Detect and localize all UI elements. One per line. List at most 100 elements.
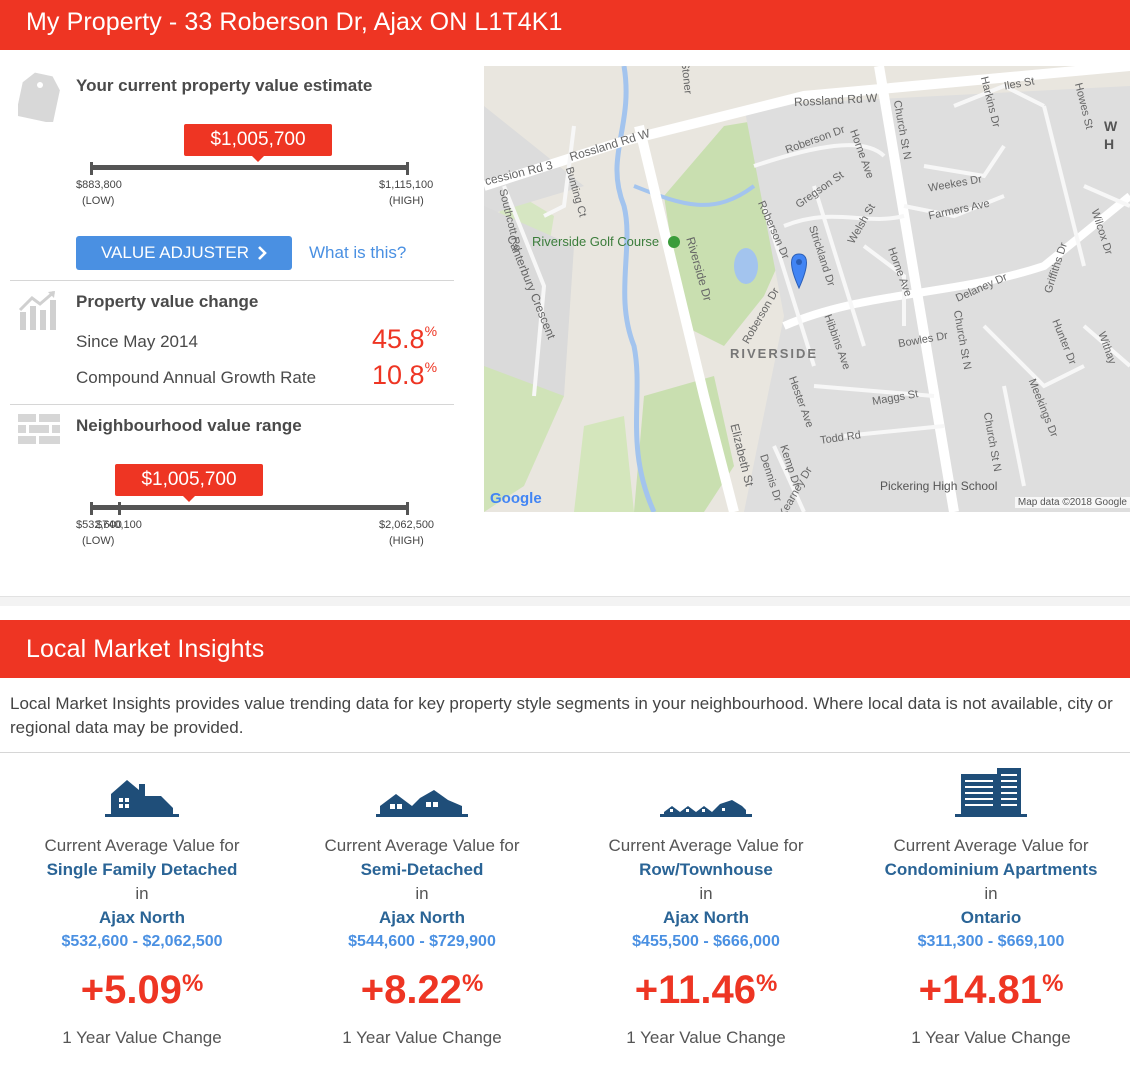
map-label: Roberson Dr [740, 285, 782, 347]
estimate-range-bar [90, 165, 408, 170]
brick-wall-icon [18, 414, 60, 444]
neighbourhood-mid-value: $740,100 [96, 519, 142, 531]
map-label: Canterbury Crescent [504, 233, 559, 341]
divider [0, 752, 1130, 753]
estimate-range-high-tick [406, 162, 409, 175]
insight-prefix: Current Average Value for [893, 836, 1089, 855]
price-tag-icon [18, 72, 60, 122]
insight-range: $455,500 - $666,000 [632, 933, 780, 950]
map-label: RIVERSIDE [730, 346, 819, 361]
chevron-right-icon [258, 246, 267, 260]
neighbourhood-heading: Neighbourhood value range [76, 416, 302, 435]
map-label: Pickering High School [880, 479, 998, 493]
map-attribution[interactable]: Map data ©2018 Google [1014, 497, 1130, 508]
value-adjuster-button[interactable]: VALUE ADJUSTER [76, 236, 292, 270]
cagr-value: 10.8% [372, 359, 438, 390]
insight-change: +5.09% [80, 968, 204, 1012]
since-label: Since May 2014 [76, 332, 198, 351]
map-label: Delaney Dr [953, 271, 1010, 305]
insight-range: $532,600 - $2,062,500 [61, 933, 223, 950]
map-label: Farmers Ave [927, 197, 991, 223]
insight-segment: Condominium Apartments [884, 860, 1098, 879]
estimate-high-value: $1,115,100 [379, 179, 434, 191]
growth-chart-icon [18, 290, 56, 330]
insight-location: Ajax North [99, 908, 185, 927]
insight-location: Ajax North [663, 908, 749, 927]
google-logo[interactable]: Google [490, 490, 542, 507]
map-label: Meekings Dr [1025, 377, 1061, 439]
map-label: Hunter Dr [1049, 317, 1079, 367]
insight-prefix: Current Average Value for [44, 836, 240, 855]
map-label: Bowles Dr [897, 329, 949, 351]
insight-segment: Single Family Detached [46, 860, 238, 879]
insight-card-single-family: Current Average Value for Single Family … [0, 766, 284, 1048]
map-label: Maggs St [871, 388, 920, 408]
map-label: Riverside Golf Course [532, 234, 660, 249]
insight-in: in [415, 884, 429, 903]
since-value: 45.8% [372, 323, 438, 354]
map-label: cession Rd 3 [484, 157, 555, 189]
insight-change: +11.46% [634, 968, 778, 1012]
map-label: Church St N [980, 411, 1004, 473]
neighbourhood-low-tick [90, 502, 93, 515]
map-label: Griffiths Dr [1042, 241, 1070, 295]
insight-caption: 1 Year Value Change [342, 1028, 502, 1047]
cagr-label: Compound Annual Growth Rate [76, 368, 317, 387]
estimate-range-low-tick [90, 162, 93, 175]
insight-prefix: Current Average Value for [324, 836, 520, 855]
map-label: Weekes Dr [927, 173, 983, 195]
insight-location: Ontario [960, 908, 1022, 927]
insights-intro: Local Market Insights provides value tre… [10, 694, 1113, 737]
map-label: Church St N [890, 99, 914, 161]
map-label: Horne Ave [885, 245, 914, 299]
condo-building-icon [955, 768, 1027, 817]
insight-caption: 1 Year Value Change [911, 1028, 1071, 1047]
section-separator [0, 596, 1130, 606]
neighbourhood-bubble-pointer [183, 496, 195, 502]
neighbourhood-mid-tick [118, 502, 121, 515]
estimate-low-value: $883,800 [76, 179, 122, 191]
insight-prefix: Current Average Value for [608, 836, 804, 855]
insight-card-townhouse: Current Average Value for Row/Townhouse … [564, 766, 848, 1048]
map-label: Riverside Dr [683, 235, 715, 303]
map-label: Gregson St [793, 169, 847, 211]
insight-location: Ajax North [379, 908, 465, 927]
townhouse-icon [660, 800, 752, 817]
map-label: Dennis Dr [757, 452, 784, 504]
single-family-house-icon [105, 780, 179, 817]
estimate-value-bubble: $1,005,700 [184, 124, 332, 156]
what-is-this-link[interactable]: What is this? [309, 243, 407, 262]
neighbourhood-value-bubble: $1,005,700 [115, 464, 263, 496]
map-label: Strickland Dr [806, 224, 837, 288]
neighbourhood-low-value: $532,600 [76, 519, 122, 531]
insight-segment: Semi-Detached [360, 860, 484, 879]
map-label: Howes St [1072, 81, 1096, 131]
neighbourhood-range-bar [90, 505, 408, 510]
map-label: H [1104, 136, 1115, 152]
map-label: Elizabeth St [727, 422, 757, 488]
map-label: Rossland Rd W [793, 90, 878, 110]
map-label: W [1104, 118, 1118, 134]
insights-title: Local Market Insights [26, 635, 265, 663]
estimate-high-label: (HIGH) [389, 195, 424, 207]
property-map[interactable]: Rossland Rd W Rossland Rd W cession Rd 3… [484, 66, 1130, 512]
map-label: Withay [1095, 330, 1119, 366]
insight-caption: 1 Year Value Change [626, 1028, 786, 1047]
neighbourhood-high-value: $2,062,500 [379, 519, 435, 531]
page-title: My Property - 33 Roberson Dr, Ajax ON L1… [26, 8, 563, 36]
insight-card-semi-detached: Current Average Value for Semi-Detached … [280, 766, 564, 1048]
map-label: Church St N [950, 309, 974, 371]
insight-in: in [135, 884, 149, 903]
insight-change: +8.22% [360, 968, 484, 1012]
insight-segment: Row/Townhouse [639, 860, 773, 879]
neighbourhood-high-tick [406, 502, 409, 515]
map-label: Hibbins Ave [821, 312, 853, 372]
map-label: Welsh St [845, 202, 879, 246]
map-label: Iles St [1003, 75, 1036, 93]
divider [10, 404, 454, 405]
semi-detached-house-icon [376, 790, 468, 817]
map-label: Roberson Dr [755, 199, 792, 261]
map-label: Wilcox Dr [1088, 207, 1115, 257]
insight-change: +14.81% [918, 968, 1064, 1012]
map-label: Hester Ave [785, 374, 816, 430]
